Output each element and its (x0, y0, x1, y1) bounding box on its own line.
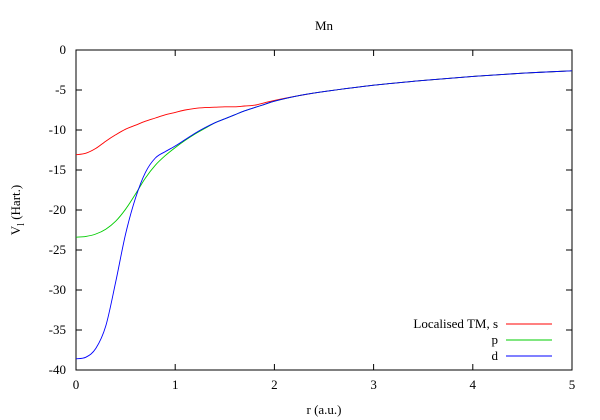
y-tick-label: -15 (49, 162, 66, 177)
x-axis-label: r (a.u.) (306, 402, 341, 417)
x-tick-label: 4 (470, 377, 477, 392)
legend-label-2: p (492, 332, 499, 347)
legend: Localised TM, spd (413, 316, 552, 363)
y-axis-label-main: V (8, 225, 23, 235)
y-axis-label-subscript: l (16, 223, 27, 226)
legend-label-1: Localised TM, s (413, 316, 498, 331)
series-layer (75, 70, 573, 360)
y-axis-label: Vl (Hart.) (8, 185, 27, 235)
y-tick-label: -40 (49, 362, 66, 377)
series-line-1 (75, 70, 573, 156)
x-tick-label: 1 (172, 377, 179, 392)
y-axis-label-rest: (Hart.) (8, 185, 23, 223)
y-tick-label: -20 (49, 202, 66, 217)
y-tick-label: -10 (49, 122, 66, 137)
x-tick-label: 2 (271, 377, 278, 392)
x-tick-label: 3 (370, 377, 377, 392)
series-line-2 (75, 70, 573, 238)
x-tick-label: 0 (73, 377, 80, 392)
x-tick-label: 5 (569, 377, 576, 392)
series-line-3 (75, 70, 573, 360)
y-tick-label: 0 (60, 42, 67, 57)
y-tick-label: -25 (49, 242, 66, 257)
y-tick-label: -30 (49, 282, 66, 297)
chart-title: Mn (315, 18, 334, 33)
y-tick-label: -35 (49, 322, 66, 337)
legend-label-3: d (492, 348, 499, 363)
y-tick-label: -5 (55, 82, 66, 97)
axes: 0 1 2 3 4 5 0 -5 -10 -15 -20 -25 -30 -35 -40 (49, 42, 576, 392)
